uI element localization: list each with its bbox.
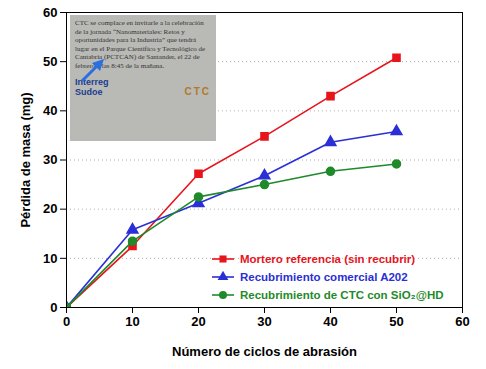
svg-text:40: 40 <box>323 314 337 329</box>
svg-text:10: 10 <box>125 314 139 329</box>
svg-text:Número de ciclos de abrasión: Número de ciclos de abrasión <box>172 344 357 359</box>
svg-text:60: 60 <box>455 314 469 329</box>
svg-text:50: 50 <box>43 54 57 69</box>
svg-text:30: 30 <box>43 152 57 167</box>
html-text:Sudoe: Sudoe <box>75 86 103 97</box>
svg-text:30: 30 <box>257 314 271 329</box>
html-text:CTC: CTC <box>184 85 211 97</box>
html-text:Mortero referencia (sin recubr: Mortero referencia (sin recubrir) <box>240 253 416 265</box>
svg-text:50: 50 <box>389 314 403 329</box>
html-text:Recubrimiento de CTC con SiO₂@: Recubrimiento de CTC con SiO₂@HD <box>240 289 444 301</box>
svg-text:10: 10 <box>43 250 57 265</box>
html-text:Recubrimiento comercial A202: Recubrimiento comercial A202 <box>240 271 408 283</box>
svg-text:20: 20 <box>191 314 205 329</box>
svg-text:0: 0 <box>63 314 70 329</box>
svg-text:60: 60 <box>43 5 57 20</box>
svg-text:0: 0 <box>50 300 57 315</box>
svg-text:40: 40 <box>43 103 57 118</box>
svg-text:20: 20 <box>43 201 57 216</box>
html-text:Interreg: Interreg <box>75 76 109 87</box>
html-text:CTC se complace en invitarle a: CTC se complace en invitarle a la celebr… <box>75 19 206 70</box>
svg-text:Pérdida de masa (mg): Pérdida de masa (mg) <box>18 92 33 227</box>
